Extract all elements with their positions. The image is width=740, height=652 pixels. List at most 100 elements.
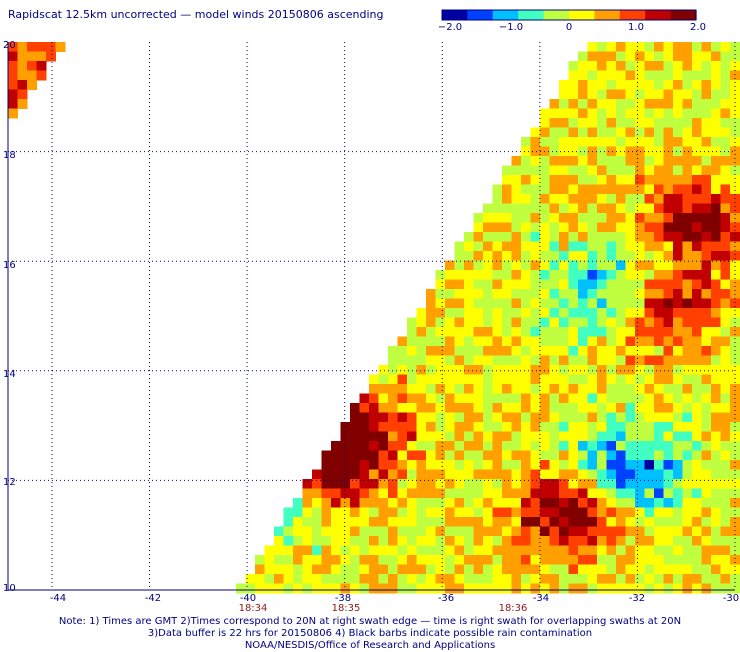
wind-cell bbox=[274, 526, 284, 537]
wind-cell bbox=[635, 450, 645, 461]
wind-cell bbox=[587, 137, 598, 147]
wind-cell bbox=[530, 184, 541, 195]
wind-cell bbox=[559, 460, 569, 470]
wind-cell bbox=[635, 346, 645, 356]
wind-cell bbox=[701, 327, 712, 337]
wind-cell bbox=[359, 536, 370, 546]
wind-cell bbox=[464, 450, 474, 461]
wind-cell bbox=[711, 156, 721, 166]
wind-cell bbox=[682, 260, 693, 271]
wind-cell bbox=[673, 270, 683, 280]
wind-cell bbox=[625, 536, 636, 546]
wind-cell bbox=[445, 308, 455, 318]
wind-cell bbox=[378, 365, 389, 375]
wind-cell bbox=[473, 232, 484, 242]
wind-cell bbox=[521, 517, 531, 527]
wind-cell bbox=[321, 564, 332, 575]
wind-cell bbox=[730, 298, 740, 309]
wind-cell bbox=[521, 583, 531, 594]
wind-cell bbox=[692, 298, 702, 309]
wind-cell bbox=[654, 42, 664, 52]
wind-cell bbox=[635, 251, 645, 261]
wind-cell bbox=[663, 574, 674, 584]
wind-cell bbox=[312, 507, 322, 518]
wind-cell bbox=[682, 479, 693, 489]
wind-cell bbox=[521, 232, 531, 242]
wind-cell bbox=[682, 374, 693, 385]
wind-cell bbox=[635, 184, 645, 195]
wind-cell bbox=[597, 70, 607, 81]
wind-cell bbox=[663, 194, 674, 204]
wind-cell bbox=[521, 137, 531, 147]
wind-cell bbox=[644, 355, 655, 366]
wind-cell bbox=[625, 298, 636, 309]
colorbar-swatch bbox=[585, 10, 591, 20]
wind-cell bbox=[521, 289, 531, 299]
wind-cell bbox=[730, 222, 740, 233]
wind-cell bbox=[359, 469, 370, 480]
wind-cell bbox=[473, 298, 484, 309]
wind-cell bbox=[559, 488, 569, 499]
wind-cell bbox=[587, 479, 598, 489]
colorbar-swatch bbox=[628, 10, 634, 20]
wind-cell bbox=[597, 108, 607, 119]
wind-cell bbox=[502, 422, 512, 432]
wind-cell bbox=[464, 574, 474, 584]
wind-cell bbox=[274, 583, 284, 594]
wind-cell bbox=[454, 374, 465, 385]
wind-cell bbox=[568, 441, 579, 451]
wind-cell bbox=[435, 441, 446, 451]
wind-cell bbox=[540, 469, 550, 480]
wind-cell bbox=[597, 89, 607, 100]
wind-cell bbox=[46, 51, 56, 62]
wind-cell bbox=[483, 507, 493, 518]
wind-cell bbox=[454, 317, 465, 328]
wind-cell bbox=[587, 536, 598, 546]
colorbar-swatch bbox=[442, 10, 447, 20]
wind-cell bbox=[521, 374, 531, 385]
wind-cell bbox=[521, 450, 531, 461]
wind-cell bbox=[464, 308, 474, 318]
wind-cell bbox=[549, 298, 560, 309]
wind-cell bbox=[502, 536, 512, 546]
wind-cell bbox=[597, 536, 607, 546]
wind-cell bbox=[720, 222, 731, 233]
wind-cell bbox=[464, 251, 474, 261]
wind-cell bbox=[454, 346, 465, 356]
wind-cell bbox=[682, 441, 693, 451]
wind-cell bbox=[578, 137, 588, 147]
wind-cell bbox=[540, 279, 550, 290]
wind-cell bbox=[692, 365, 702, 375]
colorbar-swatch bbox=[463, 10, 468, 20]
wind-cell bbox=[445, 270, 455, 280]
wind-cell bbox=[616, 479, 626, 489]
wind-cell bbox=[616, 526, 626, 537]
wind-cell bbox=[720, 422, 731, 432]
wind-cell bbox=[673, 460, 683, 470]
wind-cell bbox=[720, 317, 731, 328]
wind-cell bbox=[483, 564, 493, 575]
wind-cell bbox=[359, 545, 370, 556]
wind-cell bbox=[540, 127, 550, 138]
colorbar-swatch bbox=[636, 10, 642, 20]
wind-cell bbox=[502, 384, 512, 394]
wind-cell bbox=[8, 89, 18, 100]
wind-cell bbox=[407, 393, 417, 404]
wind-cell bbox=[445, 403, 455, 413]
wind-cell bbox=[720, 441, 731, 451]
wind-cell bbox=[540, 355, 550, 366]
wind-cell bbox=[473, 526, 484, 537]
wind-cell bbox=[597, 279, 607, 290]
wind-cell bbox=[559, 127, 569, 138]
wind-cell bbox=[720, 80, 731, 90]
wind-cell bbox=[426, 384, 436, 394]
wind-cell bbox=[701, 70, 712, 81]
wind-cell bbox=[17, 51, 28, 62]
wind-cell bbox=[397, 574, 408, 584]
wind-cell bbox=[530, 393, 541, 404]
wind-cell bbox=[711, 412, 721, 423]
wind-cell bbox=[359, 422, 370, 432]
wind-cell bbox=[445, 393, 455, 404]
wind-cell bbox=[540, 222, 550, 233]
wind-cell bbox=[701, 441, 712, 451]
